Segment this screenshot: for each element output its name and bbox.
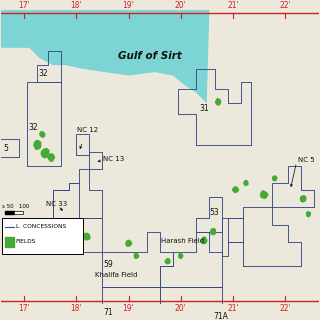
- Text: FIELDS: FIELDS: [16, 239, 36, 244]
- Text: 21': 21': [227, 304, 239, 313]
- Polygon shape: [233, 187, 238, 192]
- Text: s 50   100: s 50 100: [2, 204, 30, 209]
- Text: 18': 18': [70, 1, 82, 10]
- Text: Khalifa Field: Khalifa Field: [95, 272, 137, 278]
- Polygon shape: [179, 253, 183, 259]
- Text: 17': 17': [18, 1, 30, 10]
- Polygon shape: [64, 237, 70, 244]
- Text: 32: 32: [28, 123, 38, 132]
- Text: 21': 21': [227, 1, 239, 10]
- Polygon shape: [1, 10, 319, 103]
- Text: 53: 53: [209, 208, 219, 217]
- Polygon shape: [211, 228, 215, 235]
- Text: NC 5: NC 5: [298, 157, 315, 163]
- Polygon shape: [201, 237, 207, 244]
- Polygon shape: [48, 154, 54, 161]
- Text: 17': 17': [18, 304, 30, 313]
- Text: NC 33: NC 33: [46, 201, 67, 207]
- Polygon shape: [300, 196, 306, 202]
- Polygon shape: [165, 259, 170, 264]
- Text: NC 12: NC 12: [77, 127, 99, 133]
- Text: 59: 59: [65, 243, 75, 252]
- Polygon shape: [84, 233, 90, 240]
- Text: NC 13: NC 13: [103, 156, 125, 162]
- Polygon shape: [307, 212, 310, 217]
- Polygon shape: [34, 141, 41, 149]
- Polygon shape: [126, 240, 132, 246]
- Text: 22': 22': [279, 1, 291, 10]
- Text: 59: 59: [103, 260, 113, 269]
- Polygon shape: [77, 243, 82, 248]
- Bar: [2, 218, 83, 254]
- Polygon shape: [244, 180, 248, 186]
- Text: Gulf of Sirt: Gulf of Sirt: [118, 51, 182, 61]
- Polygon shape: [260, 191, 268, 198]
- Polygon shape: [273, 176, 277, 181]
- Polygon shape: [40, 132, 45, 137]
- Text: 20': 20': [175, 304, 187, 313]
- Text: 32: 32: [39, 69, 48, 78]
- Polygon shape: [14, 211, 23, 213]
- Polygon shape: [5, 237, 14, 247]
- Polygon shape: [215, 99, 220, 105]
- Text: 5: 5: [3, 144, 8, 153]
- Polygon shape: [134, 253, 139, 258]
- Text: 71: 71: [103, 308, 113, 317]
- Text: Harash Field: Harash Field: [161, 237, 204, 244]
- Text: 71A: 71A: [213, 312, 228, 320]
- Text: 22': 22': [279, 304, 291, 313]
- Text: 19': 19': [123, 1, 134, 10]
- Text: L. CONCESSIONS: L. CONCESSIONS: [16, 224, 66, 229]
- Polygon shape: [5, 211, 14, 213]
- Text: 19': 19': [123, 304, 134, 313]
- Text: 31: 31: [199, 104, 209, 113]
- Text: 18': 18': [70, 304, 82, 313]
- Text: 20': 20': [175, 1, 187, 10]
- Polygon shape: [41, 148, 49, 157]
